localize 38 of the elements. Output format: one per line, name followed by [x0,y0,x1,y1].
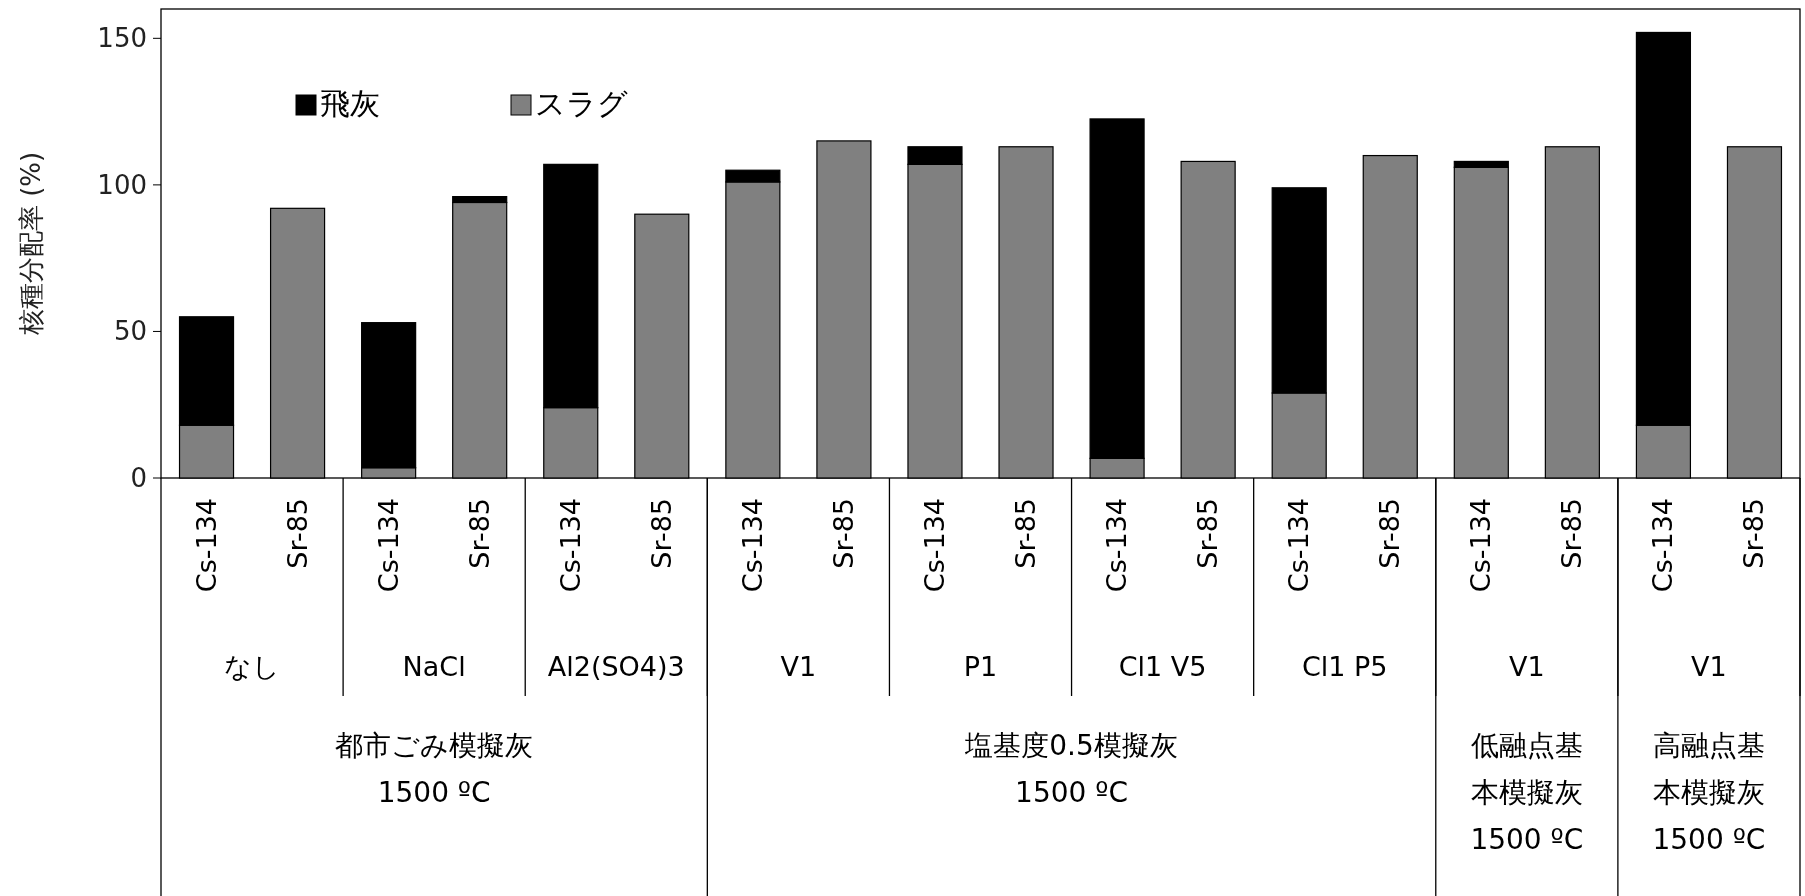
x-tick-label: Cs-134 [1101,498,1133,593]
y-axis-title: 核種分配率 (%) [16,151,46,337]
text: Al2(SO4)3 [547,651,685,682]
text: NaCl [402,651,466,682]
x-tick-label: Sr-85 [1192,498,1224,569]
x-tick-label: Sr-85 [827,498,859,569]
text: Cl1 P5 [1301,651,1388,682]
x-tick-label: Sr-85 [463,498,495,569]
x-tick-label: Sr-85 [1374,498,1406,569]
y-tick-label: 50 [113,316,147,347]
x-tick-label: Sr-85 [1738,498,1770,569]
x-tick-label: Cs-134 [554,498,586,593]
x-tick-label: Cs-134 [918,498,950,593]
x-tick-label: Cs-134 [190,498,222,593]
text: 高融点基本模擬灰 1500 ºC [1652,729,1766,856]
text: 低融点基本模擬灰 1500 ºC [1470,729,1584,856]
y-tick-label: 0 [130,463,147,493]
x-tick-label: Sr-85 [281,498,313,569]
legend-label: スラグ [535,86,628,121]
legend-label: 飛灰 [320,86,380,121]
text: P1 [963,651,998,682]
text: Cl1 V5 [1118,651,1207,682]
text: V1 [780,651,817,682]
text: V1 [1509,651,1545,682]
x-tick-label: Cs-134 [736,498,768,593]
x-tick-label: Sr-85 [1010,498,1042,569]
text: なし [224,651,281,682]
text: 塩基度0.5模擬灰 1500 ºC [964,729,1178,809]
y-tick-label: 100 [97,169,147,200]
x-tick-label: Sr-85 [1556,498,1588,569]
x-tick-label: Cs-134 [1647,498,1679,593]
text: 都市ごみ模擬灰 1500 ºC [335,729,534,809]
x-tick-label: Cs-134 [372,498,404,593]
x-tick-label: Cs-134 [1465,498,1497,593]
y-tick-label: 150 [97,23,147,54]
text: V1 [1691,651,1727,682]
x-tick-label: Cs-134 [1283,498,1315,593]
x-tick-label: Sr-85 [645,498,677,569]
